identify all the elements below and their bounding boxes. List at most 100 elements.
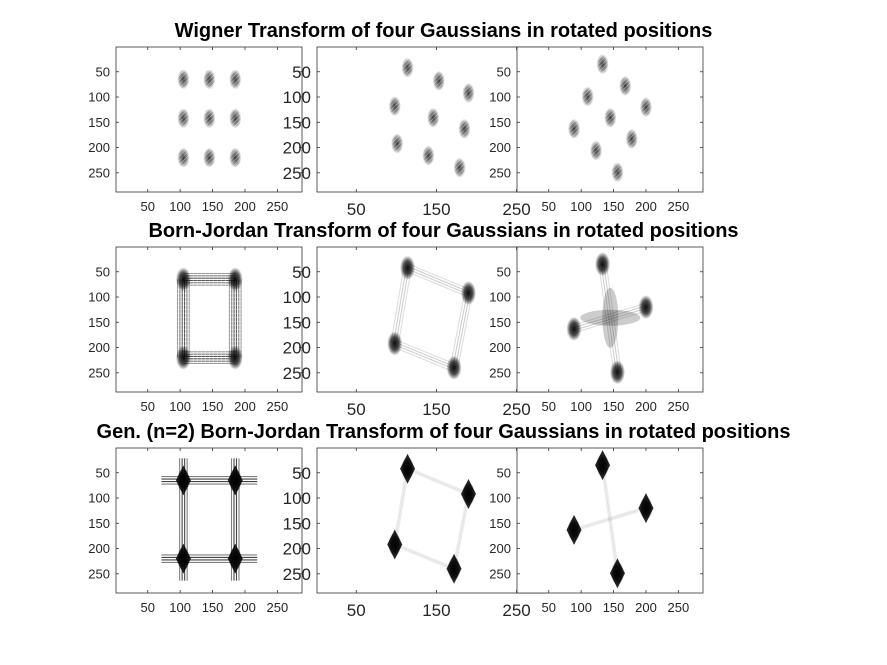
x-tick-label: 150 bbox=[422, 400, 450, 419]
y-tick-label: 100 bbox=[283, 88, 311, 107]
x-tick-label: 150 bbox=[202, 600, 224, 615]
interference-segment-2 bbox=[176, 279, 191, 358]
x-tick-label: 50 bbox=[542, 199, 556, 214]
gaussian-core-3 bbox=[609, 558, 625, 589]
heatmap-content bbox=[177, 69, 242, 168]
fringe-overlay-8 bbox=[454, 158, 466, 178]
y-tick-label: 250 bbox=[88, 365, 110, 380]
y-tick-label: 200 bbox=[489, 140, 511, 155]
axes-frame bbox=[115, 46, 303, 193]
y-tick-label: 100 bbox=[88, 290, 110, 305]
heatmap-panel-r0c2: 50 100 150 200 250 50 100 150 200 250 bbox=[489, 46, 704, 214]
fringe-overlay-1 bbox=[619, 76, 631, 96]
x-tick-label: 200 bbox=[234, 199, 256, 214]
x-tick-label: 150 bbox=[422, 200, 450, 219]
x-tick-label: 100 bbox=[570, 199, 592, 214]
x-tick-label: 50 bbox=[347, 400, 366, 419]
x-tick-label: 250 bbox=[668, 199, 690, 214]
x-tick-label: 50 bbox=[141, 399, 155, 414]
axes-frame bbox=[115, 246, 303, 393]
y-tick-label: 250 bbox=[489, 165, 511, 180]
heatmap-content bbox=[175, 267, 243, 370]
y-tick-label: 50 bbox=[96, 465, 110, 480]
fringe-overlay-3 bbox=[177, 108, 189, 128]
y-tick-label: 250 bbox=[283, 164, 311, 183]
heatmap-panel-r2c1: 50 150 250 50 100 150 200 250 bbox=[283, 447, 548, 620]
heatmap-content bbox=[161, 458, 258, 581]
heatmap-panel-r1c1: 50 150 250 50 100 150 200 250 bbox=[283, 246, 548, 419]
gaussian-core-2 bbox=[566, 514, 582, 545]
x-tick-label: 100 bbox=[169, 600, 191, 615]
gaussian-blob-0 bbox=[400, 255, 416, 280]
y-tick-label: 150 bbox=[88, 516, 110, 531]
interference-cross-0 bbox=[580, 309, 641, 326]
gaussian-blob-1 bbox=[460, 280, 476, 305]
gaussian-blob-0 bbox=[595, 252, 611, 277]
x-tick-label: 100 bbox=[169, 399, 191, 414]
heatmap-panel-r1c2: 50 100 150 200 250 50 100 150 200 250 bbox=[489, 246, 704, 414]
y-tick-label: 50 bbox=[292, 464, 311, 483]
fringe-overlay-0 bbox=[402, 58, 414, 78]
fringe-overlay-4 bbox=[427, 108, 439, 128]
y-tick-label: 50 bbox=[96, 64, 110, 79]
x-tick-label: 200 bbox=[234, 399, 256, 414]
y-tick-label: 100 bbox=[489, 90, 511, 105]
heatmap-panel-r2c0: 50 100 150 200 250 50 100 150 200 250 bbox=[88, 447, 303, 615]
y-tick-label: 150 bbox=[489, 115, 511, 130]
interference-segment-1 bbox=[573, 506, 647, 532]
interference-segment-1 bbox=[572, 303, 648, 333]
gaussian-blob-3 bbox=[227, 345, 243, 370]
interference-segment-0 bbox=[598, 263, 622, 373]
x-tick-label: 200 bbox=[234, 600, 256, 615]
y-tick-label: 150 bbox=[88, 315, 110, 330]
heatmap-content bbox=[387, 453, 476, 584]
gaussian-core-2 bbox=[387, 529, 403, 560]
y-tick-label: 250 bbox=[489, 566, 511, 581]
interference-cross-1 bbox=[602, 287, 619, 348]
x-tick-label: 250 bbox=[668, 600, 690, 615]
interference-segment-0 bbox=[405, 263, 471, 297]
fringe-overlay-3 bbox=[389, 96, 401, 116]
plot-background bbox=[317, 247, 547, 392]
x-tick-label: 50 bbox=[542, 600, 556, 615]
interference-segment-1 bbox=[394, 542, 455, 571]
row-title-born-jordan: Born-Jordan Transform of four Gaussians … bbox=[148, 220, 739, 242]
y-tick-label: 200 bbox=[283, 540, 311, 559]
heatmap-panel-r0c1: 50 150 250 50 100 150 200 250 bbox=[283, 46, 548, 219]
x-tick-label: 50 bbox=[141, 199, 155, 214]
x-tick-label: 250 bbox=[502, 400, 530, 419]
y-tick-label: 100 bbox=[489, 491, 511, 506]
y-tick-label: 100 bbox=[489, 290, 511, 305]
fringe-overlay-2 bbox=[229, 69, 241, 89]
y-tick-label: 150 bbox=[489, 315, 511, 330]
fringe-overlay-7 bbox=[203, 148, 215, 168]
x-tick-label: 150 bbox=[603, 199, 625, 214]
x-tick-label: 150 bbox=[202, 199, 224, 214]
gaussian-core-3 bbox=[227, 543, 243, 574]
gaussian-blob-1 bbox=[638, 295, 654, 320]
x-tick-label: 250 bbox=[502, 601, 530, 620]
fringe-overlay-8 bbox=[229, 148, 241, 168]
gaussian-blob-2 bbox=[175, 345, 191, 370]
x-tick-label: 250 bbox=[502, 200, 530, 219]
plot-background bbox=[116, 247, 302, 392]
fringe-overlay-5 bbox=[626, 129, 638, 149]
fringe-overlay-6 bbox=[568, 119, 580, 139]
y-tick-label: 150 bbox=[283, 514, 311, 533]
gaussian-core-2 bbox=[175, 543, 191, 574]
gaussian-core-1 bbox=[460, 478, 476, 509]
heatmap-panel-r0c0: 50 100 150 200 250 50 100 150 200 250 bbox=[88, 46, 303, 214]
y-tick-label: 150 bbox=[489, 516, 511, 531]
y-tick-label: 50 bbox=[497, 465, 511, 480]
y-tick-label: 100 bbox=[88, 90, 110, 105]
y-tick-label: 200 bbox=[88, 340, 110, 355]
gaussian-blob-3 bbox=[446, 355, 462, 380]
fringe-overlay-0 bbox=[177, 69, 189, 89]
x-tick-label: 100 bbox=[169, 199, 191, 214]
fringe-overlay-4 bbox=[203, 108, 215, 128]
y-tick-label: 150 bbox=[283, 313, 311, 332]
fringe-overlay-7 bbox=[590, 141, 602, 161]
x-tick-label: 250 bbox=[267, 199, 289, 214]
y-tick-label: 50 bbox=[497, 64, 511, 79]
